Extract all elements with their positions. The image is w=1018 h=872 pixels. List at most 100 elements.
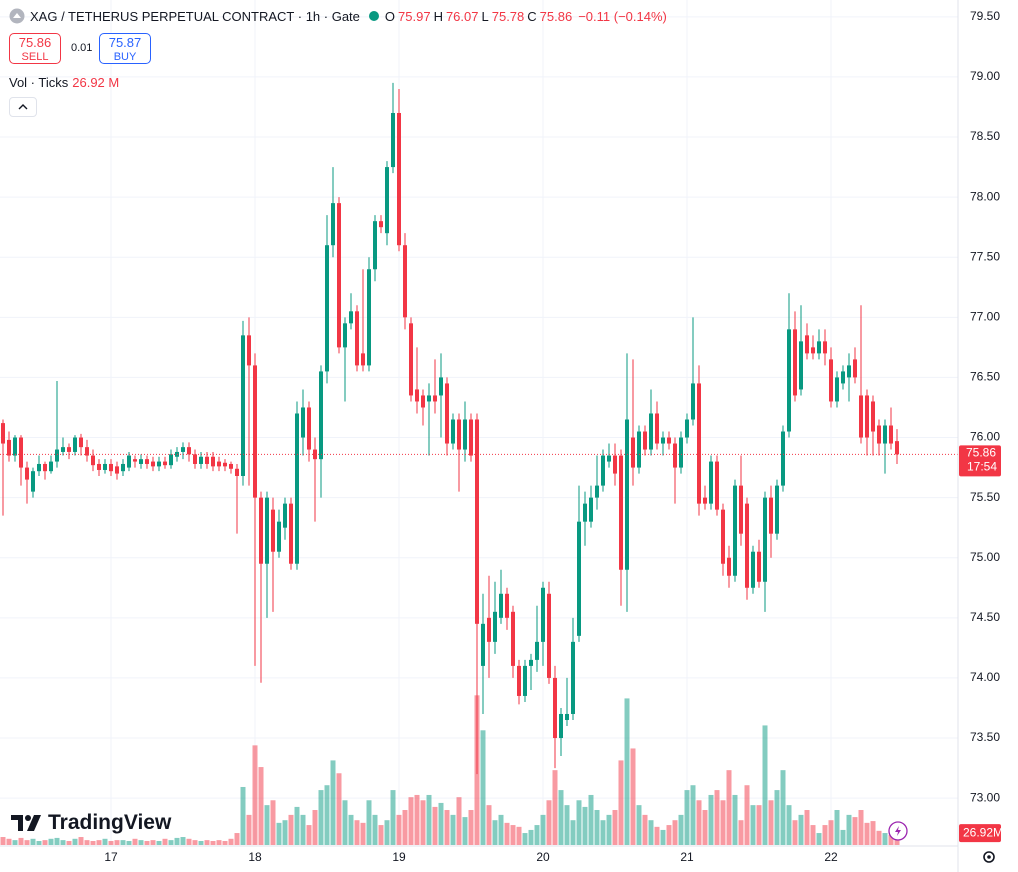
volume-bar — [336, 773, 342, 845]
volume-bar — [294, 806, 300, 845]
candle-body — [853, 359, 857, 378]
candle-body — [505, 593, 509, 618]
last-price-label: 75.86 — [966, 446, 996, 460]
volume-bar — [528, 829, 534, 845]
volume-bar — [186, 838, 192, 845]
candle-body — [43, 463, 47, 472]
volume-bar — [354, 820, 360, 845]
volume-bar — [888, 834, 894, 845]
x-tick-label: 22 — [824, 850, 838, 864]
volume-bar — [312, 810, 318, 845]
candle-body — [403, 245, 407, 318]
volume-bar — [660, 829, 666, 845]
volume-bar — [846, 814, 852, 845]
candle-body — [763, 497, 767, 582]
candle-body — [49, 461, 53, 472]
volume-bar — [672, 820, 678, 845]
candle-body — [73, 437, 77, 452]
volume-axis-label: 26.92M — [963, 825, 1003, 839]
volume-bar — [480, 730, 486, 845]
sell-button[interactable]: 75.86 SELL — [9, 33, 61, 64]
candle-body — [487, 617, 491, 642]
candle-body — [253, 365, 257, 498]
candle-body — [415, 389, 419, 402]
candle-body — [733, 485, 737, 576]
candle-body — [265, 497, 269, 564]
volume-bar — [516, 826, 522, 845]
candle-body — [61, 447, 65, 452]
y-tick-label: 79.50 — [970, 9, 1000, 23]
candle-body — [187, 447, 191, 455]
volume-bar — [258, 767, 264, 845]
candle-body — [211, 456, 215, 467]
volume-bar — [522, 833, 528, 845]
volume-bar — [108, 841, 114, 845]
logo[interactable]: TradingView — [10, 811, 171, 835]
sell-label: SELL — [21, 51, 49, 63]
candle-body — [85, 447, 89, 456]
volume-bar — [720, 800, 726, 845]
ohlc-value: 75.86 — [539, 8, 573, 24]
candle-body — [115, 466, 119, 474]
candle-body — [349, 311, 353, 324]
candle-body — [439, 377, 443, 396]
x-tick-label: 21 — [680, 850, 694, 864]
volume-value: 26.92 M — [72, 75, 120, 90]
settings-icon[interactable] — [983, 851, 995, 863]
candle-body — [793, 329, 797, 396]
volume-bar — [546, 800, 552, 845]
symbol-title[interactable]: XAG / TETHERUS PERPETUAL CONTRACT · 1h ·… — [30, 8, 360, 24]
candle-body — [631, 437, 635, 468]
volume-bar — [276, 822, 282, 845]
candle-body — [427, 395, 431, 402]
volume-bar — [216, 840, 222, 845]
y-tick-label: 74.50 — [970, 610, 1000, 624]
candle-body — [661, 437, 665, 444]
volume-bar — [840, 829, 846, 845]
volume-bar — [84, 840, 90, 845]
volume-bar — [42, 840, 48, 845]
collapse-button[interactable] — [9, 97, 37, 117]
volume-bar — [210, 841, 216, 845]
buy-button[interactable]: 75.87 BUY — [99, 33, 151, 64]
candle-body — [271, 509, 275, 552]
candle-body — [523, 665, 527, 696]
candle-body — [469, 419, 473, 456]
candle-body — [745, 503, 749, 588]
candle-body — [601, 455, 605, 486]
volume-bar — [666, 825, 672, 845]
candle-body — [373, 221, 377, 270]
candle-body — [151, 461, 155, 467]
ohlc-value: 75.97 — [398, 8, 431, 24]
volume-bar — [762, 725, 768, 845]
candle-body — [475, 419, 479, 624]
volume-bar — [72, 838, 78, 845]
volume-bar — [624, 698, 630, 845]
volume-bar — [714, 790, 720, 845]
y-tick-label: 73.50 — [970, 730, 1000, 744]
ohlc-value: 75.78 — [491, 8, 525, 24]
buy-label: BUY — [113, 51, 137, 63]
candle-body — [223, 462, 227, 467]
candle-body — [319, 371, 323, 460]
candle-body — [301, 407, 305, 438]
candle-body — [727, 557, 731, 576]
candle-body — [199, 456, 203, 464]
volume-bar — [150, 840, 156, 845]
volume-bar — [288, 814, 294, 845]
logo-text: TradingView — [48, 811, 172, 834]
volume-bar — [318, 790, 324, 845]
candle-body — [787, 329, 791, 432]
volume-bar — [90, 841, 96, 845]
spread: 0.01 — [71, 42, 93, 54]
volume-bar — [498, 814, 504, 845]
alert-icon[interactable] — [888, 821, 908, 841]
candle-body — [259, 497, 263, 564]
x-tick-label: 20 — [536, 850, 550, 864]
volume-bar — [570, 820, 576, 845]
ohlc-key: H — [433, 8, 443, 24]
volume-bar — [180, 837, 186, 845]
volume-bar — [702, 810, 708, 845]
volume-bar — [774, 790, 780, 845]
